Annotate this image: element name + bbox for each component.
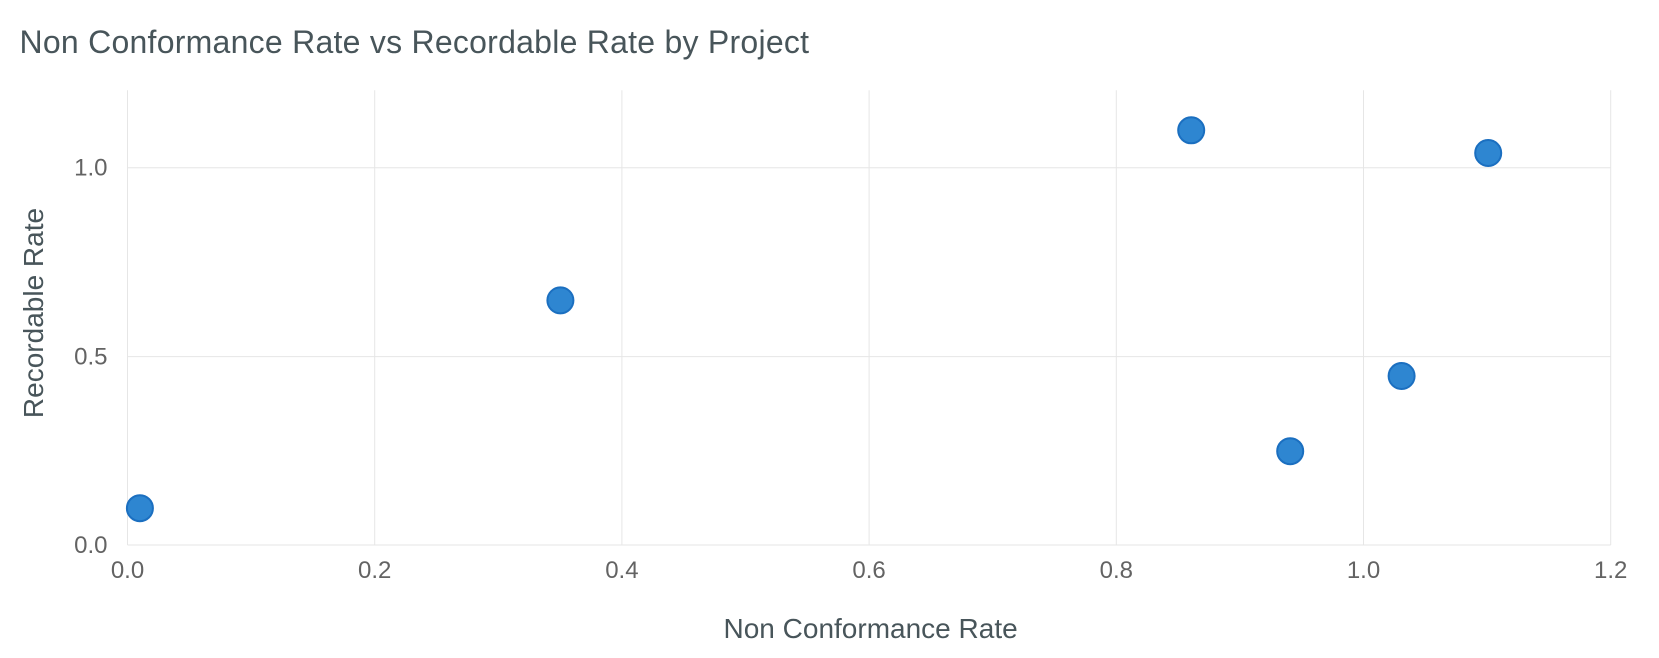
svg-text:0.2: 0.2 — [358, 557, 391, 584]
svg-text:0.5: 0.5 — [74, 344, 107, 371]
svg-text:0.4: 0.4 — [605, 557, 638, 584]
svg-text:0.6: 0.6 — [852, 557, 885, 584]
svg-text:0.0: 0.0 — [111, 557, 144, 584]
svg-text:0.8: 0.8 — [1100, 557, 1133, 584]
svg-text:1.2: 1.2 — [1594, 557, 1627, 584]
svg-text:Recordable Rate: Recordable Rate — [18, 208, 49, 418]
svg-text:Non Conformance Rate vs Record: Non Conformance Rate vs Recordable Rate … — [20, 24, 810, 60]
svg-text:1.0: 1.0 — [1347, 557, 1380, 584]
svg-text:Non Conformance Rate: Non Conformance Rate — [724, 613, 1018, 644]
svg-text:1.0: 1.0 — [74, 155, 107, 182]
svg-text:0.0: 0.0 — [74, 532, 107, 559]
